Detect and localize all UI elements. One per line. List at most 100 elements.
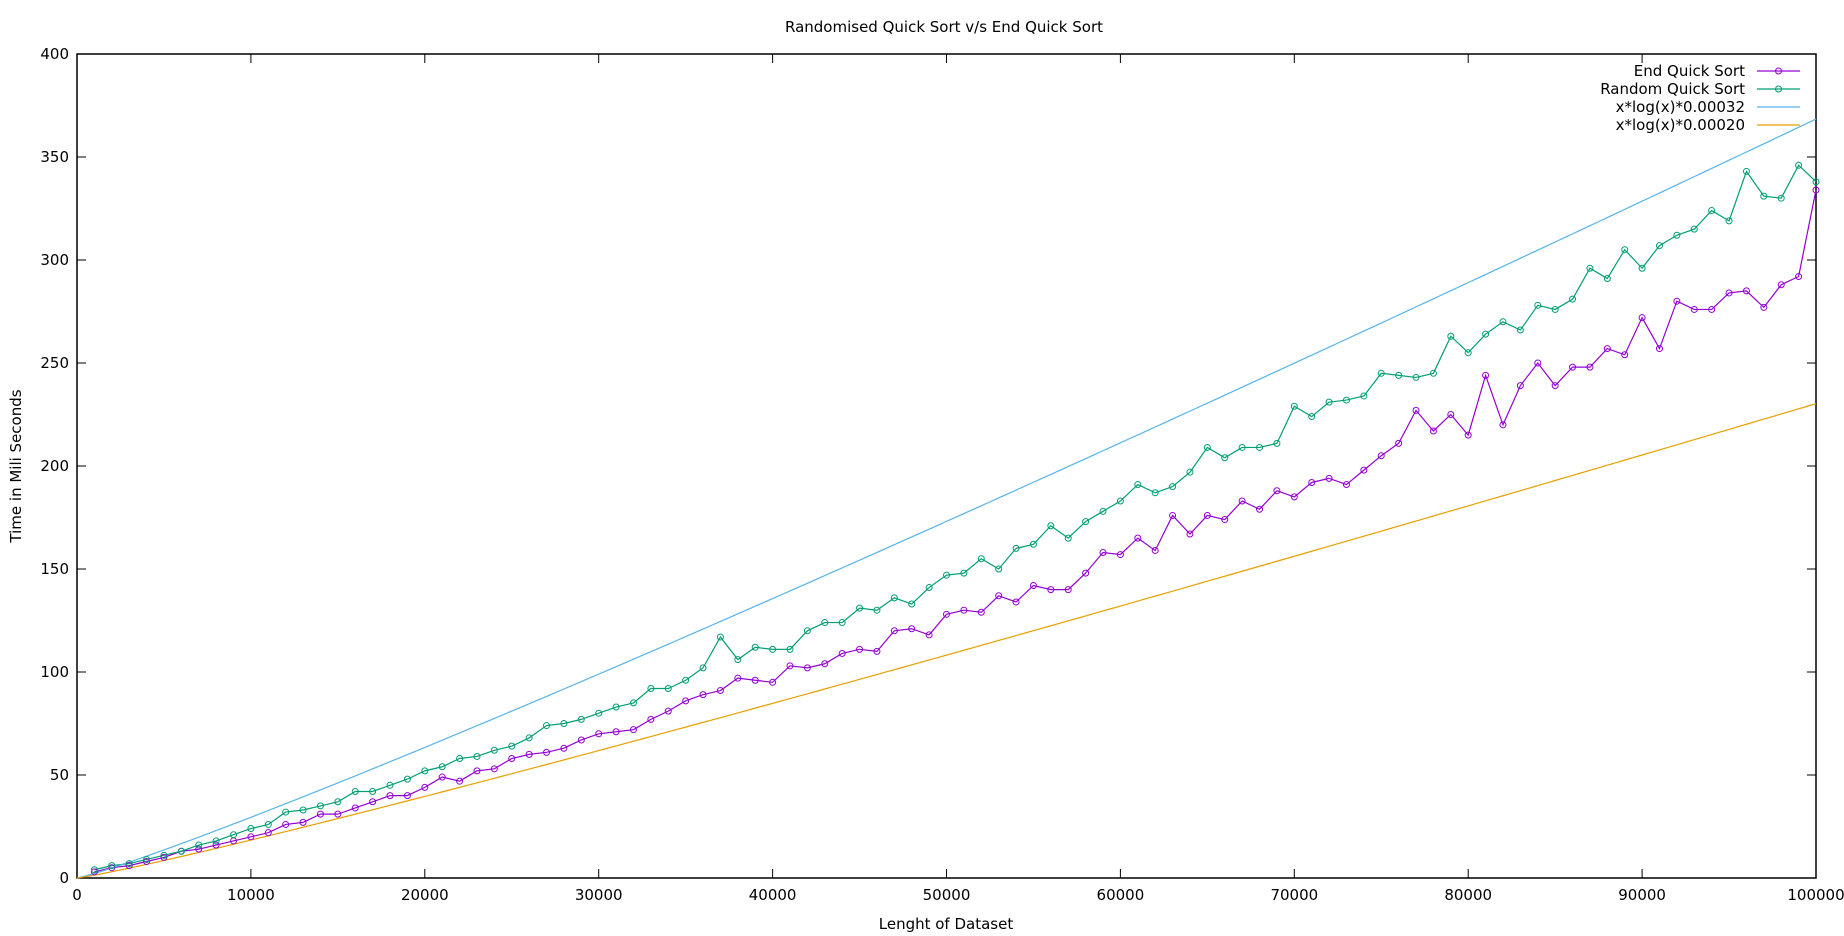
data-point-random-quick-sort [90,866,98,874]
data-point-random-quick-sort [1047,522,1055,530]
series-line-random-quick-sort [94,164,1817,871]
data-point-end-quick-sort [543,748,551,756]
data-point-random-quick-sort [1603,275,1611,283]
data-point-end-quick-sort [1760,303,1768,311]
data-point-end-quick-sort [1360,466,1368,474]
data-point-end-quick-sort [386,792,394,800]
data-point-random-quick-sort [1655,242,1663,250]
y-tick-label: 100 [40,663,69,681]
data-point-end-quick-sort [351,804,359,812]
series-markers [90,161,1820,876]
data-point-random-quick-sort [369,787,377,795]
data-point-end-quick-sort [1742,287,1750,295]
data-point-random-quick-sort [1308,413,1316,421]
data-point-random-quick-sort [1638,264,1646,272]
data-point-end-quick-sort [1308,478,1316,486]
y-tick-label: 50 [50,766,69,784]
data-point-end-quick-sort [456,777,464,785]
data-point-random-quick-sort [177,847,185,855]
data-point-end-quick-sort [786,662,794,670]
data-point-random-quick-sort [1360,392,1368,400]
data-point-random-quick-sort [977,555,985,563]
data-point-random-quick-sort [803,627,811,635]
data-point-random-quick-sort [1099,507,1107,515]
data-point-end-quick-sort [1812,186,1820,194]
data-point-end-quick-sort [247,833,255,841]
data-point-random-quick-sort [1429,369,1437,377]
data-point-random-quick-sort [1325,398,1333,406]
x-tick-label: 70000 [1270,886,1318,904]
data-point-end-quick-sort [1795,272,1803,280]
chart-title: Randomised Quick Sort v/s End Quick Sort [785,18,1103,36]
data-point-end-quick-sort [1551,382,1559,390]
data-point-random-quick-sort [1708,207,1716,215]
data-point-end-quick-sort [908,625,916,633]
data-point-end-quick-sort [751,676,759,684]
data-point-random-quick-sort [195,841,203,849]
data-point-random-quick-sort [1447,332,1455,340]
data-point-random-quick-sort [943,571,950,579]
y-tick-label: 150 [40,560,69,578]
data-point-random-quick-sort [629,699,637,707]
data-point-random-quick-sort [1377,369,1385,377]
data-point-random-quick-sort [543,722,551,730]
data-point-random-quick-sort [699,664,707,672]
x-tick-label: 100000 [1787,886,1844,904]
legend-label: x*log(x)*0.00032 [1616,98,1745,116]
data-point-random-quick-sort [143,855,151,863]
data-point-end-quick-sort [1673,297,1681,305]
data-point-random-quick-sort [247,825,255,833]
legend-label: Random Quick Sort [1600,80,1745,98]
data-point-random-quick-sort [473,752,481,760]
data-point-end-quick-sort [977,608,985,616]
data-point-random-quick-sort [1621,246,1629,254]
data-point-random-quick-sort [1569,295,1577,303]
data-point-random-quick-sort [108,862,116,870]
data-point-end-quick-sort [1429,427,1437,435]
data-point-end-quick-sort [856,645,864,653]
series-lines [76,118,1817,879]
data-point-random-quick-sort [560,720,568,727]
data-point-random-quick-sort [734,656,742,664]
data-point-random-quick-sort [1551,305,1559,313]
data-point-random-quick-sort [751,643,759,651]
plot-frame [76,53,1817,879]
data-point-end-quick-sort [143,858,151,866]
data-point-end-quick-sort [1029,581,1037,589]
legend-marker [1775,67,1782,75]
data-point-end-quick-sort [1203,511,1211,519]
data-point-random-quick-sort [490,746,498,754]
data-point-end-quick-sort [1186,530,1194,538]
data-point-random-quick-sort [908,600,916,608]
y-axis-label: Time in Mili Seconds [7,389,25,543]
data-point-end-quick-sort [403,792,411,800]
x-tick-label: 40000 [749,886,797,904]
data-point-random-quick-sort [838,619,846,627]
data-point-random-quick-sort [1499,318,1507,326]
data-point-end-quick-sort [1655,345,1663,353]
data-point-end-quick-sort [1447,411,1455,418]
data-point-random-quick-sort [1151,489,1159,497]
data-point-random-quick-sort [925,584,933,592]
data-point-end-quick-sort [1325,474,1333,482]
data-point-random-quick-sort [856,604,864,612]
data-point-end-quick-sort [1256,505,1264,513]
data-point-random-quick-sort [1203,443,1211,451]
data-point-random-quick-sort [1064,534,1072,542]
data-point-end-quick-sort [1395,439,1403,447]
data-point-end-quick-sort [1638,314,1646,322]
data-point-end-quick-sort [1099,549,1107,557]
data-point-end-quick-sort [438,773,446,781]
data-point-end-quick-sort [612,728,620,736]
data-point-end-quick-sort [369,798,377,806]
data-point-random-quick-sort [282,808,290,816]
data-point-end-quick-sort [1534,359,1542,367]
data-point-random-quick-sort [1082,518,1090,526]
data-point-end-quick-sort [629,726,637,734]
data-point-end-quick-sort [1047,586,1055,594]
data-point-end-quick-sort [995,592,1003,600]
data-point-end-quick-sort [1412,406,1420,414]
data-point-end-quick-sort [525,750,533,758]
data-point-random-quick-sort [160,851,168,859]
